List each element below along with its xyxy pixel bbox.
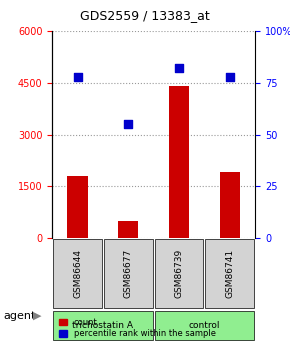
Text: GSM86644: GSM86644	[73, 249, 82, 298]
Text: control: control	[189, 321, 220, 330]
FancyBboxPatch shape	[205, 239, 254, 308]
FancyBboxPatch shape	[53, 310, 153, 340]
FancyBboxPatch shape	[155, 310, 254, 340]
Point	[126, 121, 130, 127]
Text: trichostatin A: trichostatin A	[72, 321, 133, 330]
Point	[75, 74, 80, 79]
Text: GSM86739: GSM86739	[175, 249, 184, 298]
Bar	[118, 221, 139, 238]
Point	[177, 66, 182, 71]
Bar	[169, 86, 189, 238]
Text: agent: agent	[3, 311, 35, 321]
FancyBboxPatch shape	[155, 239, 203, 308]
Bar	[220, 172, 240, 238]
Point	[227, 74, 232, 79]
Text: GSM86741: GSM86741	[225, 249, 234, 298]
Text: GSM86677: GSM86677	[124, 249, 133, 298]
Text: GDS2559 / 13383_at: GDS2559 / 13383_at	[80, 9, 210, 22]
FancyBboxPatch shape	[104, 239, 153, 308]
Legend: count, percentile rank within the sample: count, percentile rank within the sample	[56, 315, 218, 341]
Bar	[67, 176, 88, 238]
FancyBboxPatch shape	[53, 239, 102, 308]
Text: ▶: ▶	[33, 311, 42, 321]
